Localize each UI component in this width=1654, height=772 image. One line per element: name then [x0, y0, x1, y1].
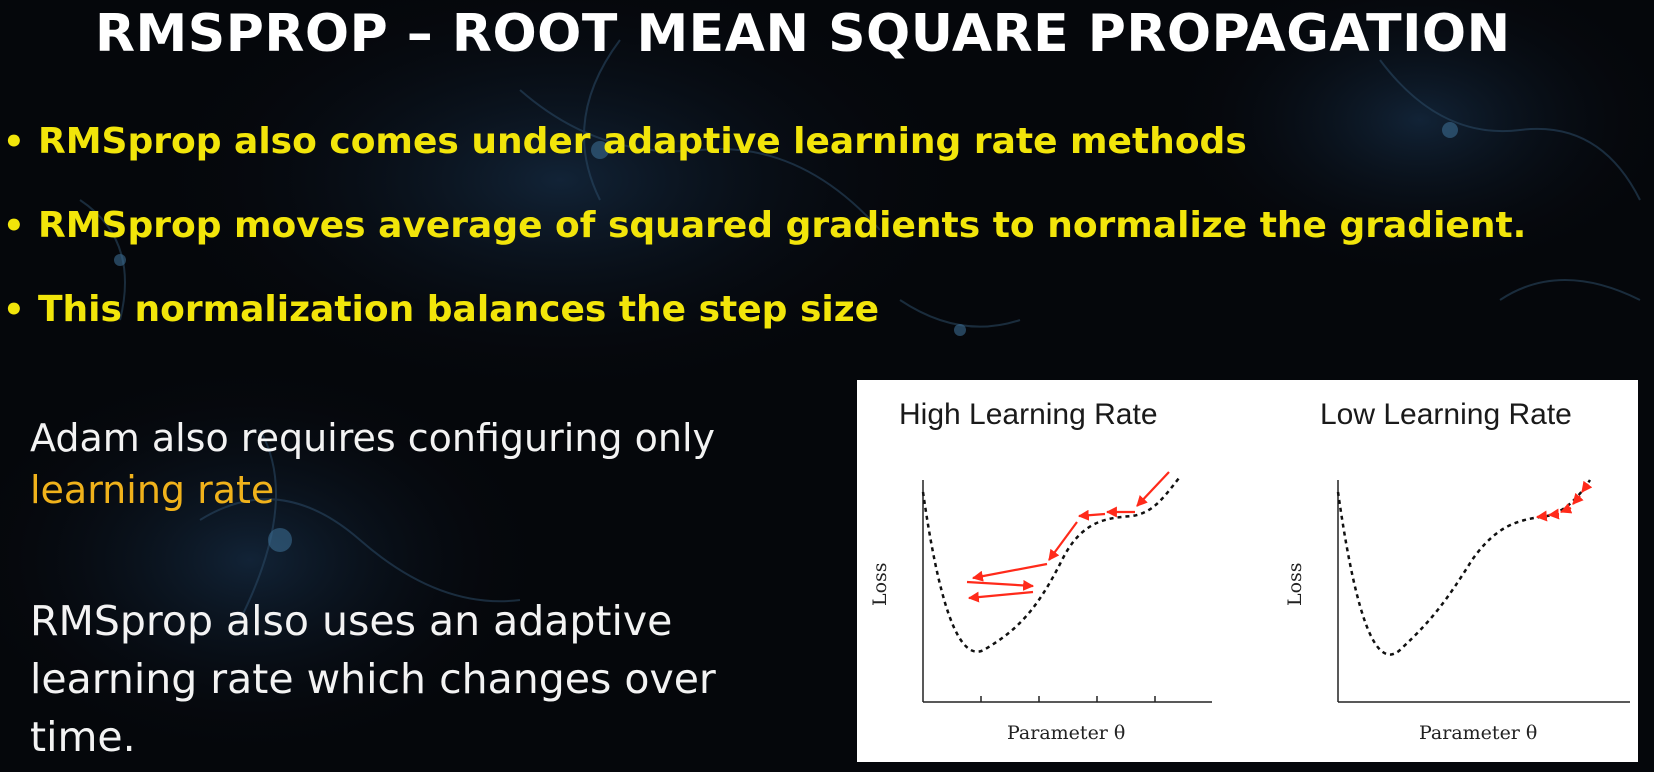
rmsprop-note: RMSprop also uses an adaptive learning r… [30, 597, 716, 761]
panel-low-title: Low Learning Rate [1320, 398, 1572, 431]
panel-low-axes [1337, 480, 1630, 703]
bullet-text: RMSprop also comes under adaptive learni… [38, 121, 1247, 162]
bullet-dot: • [3, 290, 25, 330]
learning-rate-figure: High Learning Rate Low Learning Rate Los… [857, 380, 1638, 762]
adam-note-text: Adam also requires configuring only [30, 416, 715, 460]
adam-note: Adam also requires configuring only lear… [30, 412, 790, 516]
panel-high-axes [922, 480, 1212, 703]
panel-low-xlabel: Parameter θ [1419, 722, 1538, 744]
bullet-text: RMSprop moves average of squared gradien… [38, 205, 1527, 246]
bullet-item: • This normalization balances the step s… [0, 286, 1526, 370]
panel-low-ylabel: Loss [1284, 562, 1306, 606]
bullet-dot: • [3, 206, 25, 246]
bullet-text: This normalization balances the step siz… [38, 289, 880, 330]
bullet-list: • RMSprop also comes under adaptive lear… [0, 118, 1526, 370]
learning-rate-highlight: learning rate [30, 468, 275, 512]
panel-high-title: High Learning Rate [899, 398, 1158, 431]
panel-high-loss-curve [921, 477, 1180, 653]
bullet-item: • RMSprop moves average of squared gradi… [0, 202, 1526, 286]
panel-high-steps [966, 471, 1170, 603]
panel-high-xlabel: Parameter θ [1007, 722, 1126, 744]
bullet-item: • RMSprop also comes under adaptive lear… [0, 118, 1526, 202]
learning-rate-curves [921, 471, 1630, 703]
panel-low-steps [1535, 480, 1593, 522]
panel-high-ylabel: Loss [869, 562, 891, 606]
panel-low-loss-curve [1336, 479, 1592, 656]
slide-title: RMSPROP – ROOT MEAN SQUARE PROPAGATION [95, 4, 1511, 64]
bullet-dot: • [3, 122, 25, 162]
